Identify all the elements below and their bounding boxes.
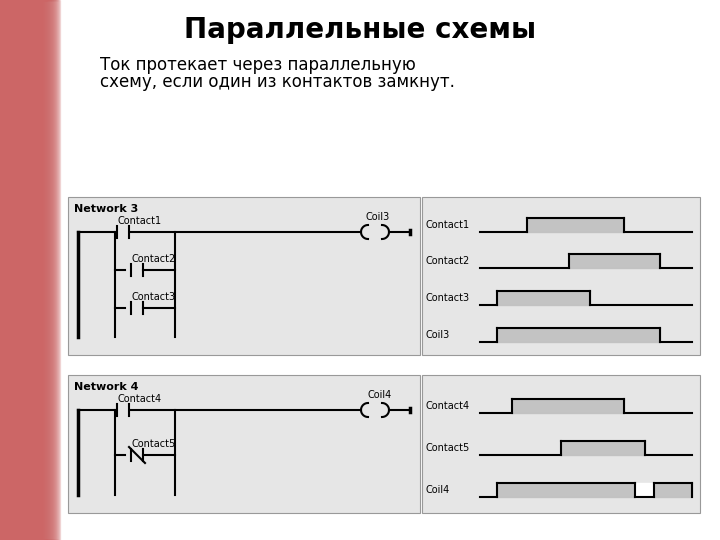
Text: Coil4: Coil4 <box>426 485 450 495</box>
Bar <box>0 0 59 540</box>
Bar <box>0 0 6 540</box>
Bar <box>0 0 3 540</box>
Bar <box>0 0 31 540</box>
Bar <box>0 0 50 540</box>
Text: Параллельные схемы: Параллельные схемы <box>184 16 536 44</box>
Bar <box>422 375 700 513</box>
Bar <box>0 0 13 540</box>
Text: Contact1: Contact1 <box>426 220 470 229</box>
Bar <box>0 0 28 540</box>
Text: Coil3: Coil3 <box>365 212 390 222</box>
Bar <box>0 0 18 540</box>
Bar <box>0 0 5 540</box>
Text: Contact3: Contact3 <box>131 292 175 302</box>
Bar <box>0 0 51 540</box>
Bar <box>0 0 22 540</box>
Bar <box>0 0 14 540</box>
Bar <box>0 0 42 540</box>
Text: Contact5: Contact5 <box>131 439 175 449</box>
Text: Contact2: Contact2 <box>426 256 470 266</box>
Bar <box>0 0 23 540</box>
Bar <box>0 0 15 540</box>
Bar <box>0 0 4 540</box>
Bar <box>0 0 29 540</box>
Bar <box>0 0 40 540</box>
Bar <box>0 0 55 540</box>
Text: схему, если один из контактов замкнут.: схему, если один из контактов замкнут. <box>100 73 455 91</box>
Bar <box>0 0 37 540</box>
Bar <box>0 0 20 540</box>
Text: Coil3: Coil3 <box>426 330 450 340</box>
Bar <box>0 0 24 540</box>
Bar <box>0 0 8 540</box>
Bar <box>0 0 47 540</box>
Text: Network 4: Network 4 <box>74 382 138 392</box>
Bar <box>422 197 700 355</box>
Bar <box>0 0 57 540</box>
Bar <box>0 0 27 540</box>
Text: Contact4: Contact4 <box>117 394 161 404</box>
Bar <box>0 0 25 540</box>
Bar <box>0 0 10 540</box>
Bar <box>0 0 30 540</box>
Bar <box>0 0 45 540</box>
Bar <box>0 0 58 540</box>
Bar <box>0 0 54 540</box>
Text: Contact5: Contact5 <box>426 443 470 453</box>
Bar <box>0 0 36 540</box>
Bar <box>0 0 2 540</box>
Text: Contact3: Contact3 <box>426 293 470 303</box>
Bar <box>0 0 43 540</box>
Bar <box>0 0 38 540</box>
Text: Contact4: Contact4 <box>426 401 470 411</box>
Text: Contact1: Contact1 <box>117 216 161 226</box>
Bar <box>0 0 9 540</box>
Bar <box>0 0 52 540</box>
Bar <box>0 0 60 540</box>
Bar <box>0 0 44 540</box>
Text: Contact2: Contact2 <box>131 254 175 264</box>
Bar <box>0 0 33 540</box>
Bar <box>0 0 53 540</box>
Bar <box>0 0 34 540</box>
Text: Ток протекает через параллельную: Ток протекает через параллельную <box>100 56 415 74</box>
Bar <box>0 0 21 540</box>
Bar <box>0 0 46 540</box>
Text: Network 3: Network 3 <box>74 204 138 214</box>
Bar <box>0 0 7 540</box>
Bar <box>0 0 32 540</box>
Bar <box>0 0 26 540</box>
Bar <box>0 0 16 540</box>
Bar <box>0 0 35 540</box>
Bar <box>0 0 11 540</box>
Bar <box>68 375 420 513</box>
Bar <box>0 0 56 540</box>
Bar <box>0 0 12 540</box>
Bar <box>0 0 41 540</box>
Bar <box>0 0 39 540</box>
Bar <box>68 197 420 355</box>
Text: Coil4: Coil4 <box>367 390 391 400</box>
Bar <box>0 0 17 540</box>
Bar <box>0 0 49 540</box>
Bar <box>0 0 48 540</box>
Bar <box>0 0 1 540</box>
Bar <box>0 0 19 540</box>
